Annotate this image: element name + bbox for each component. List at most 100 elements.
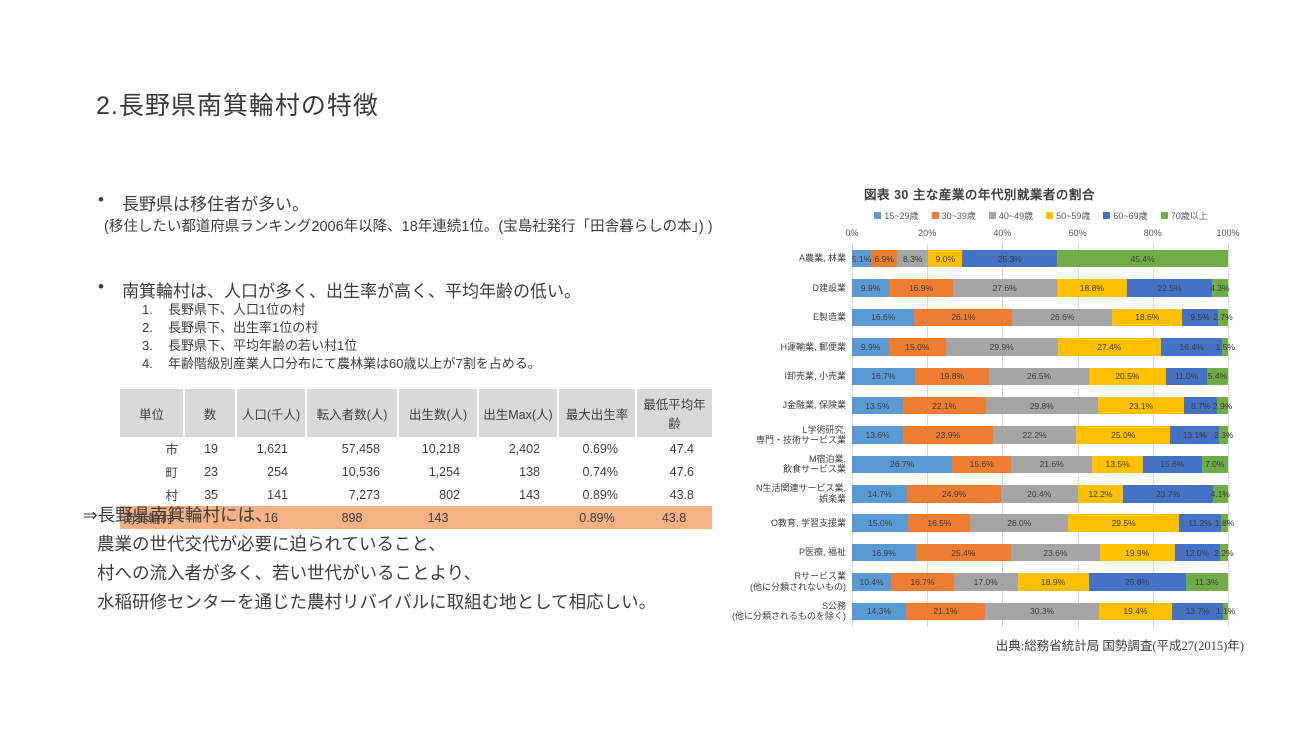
table-cell: 1,254: [428, 464, 460, 479]
chart-bar: 15.0% 16.5% 26.0% 29.5% 11.2% 1.8%: [852, 514, 1234, 532]
bar-value-label: 25.3%: [997, 253, 1022, 264]
bullet-nagano-note: (移住したい都道府県ランキング2006年以降、18年連続1位。(宝島社発行「田舎…: [104, 219, 713, 235]
bar-value-label: 23.9%: [935, 430, 961, 441]
x-tick-label: 100%: [1216, 228, 1240, 238]
legend-item: 70歳以上: [1160, 209, 1208, 222]
table-cell: 0.69%: [582, 441, 618, 456]
bar-segment: 27.6%: [952, 279, 1057, 297]
conclusion-lead: ⇒長野県南箕輪村には、: [83, 505, 273, 525]
bar-segment: 45.4%: [1057, 249, 1228, 268]
bullet-minamiminowa-text: 南箕輪村は、人口が多く、出生率が高く、平均年齢の低い。: [122, 282, 581, 301]
stats-table: 単位数人口(千人) 転入者数(人) 出生数(人) 出生Max(人) 最大出生率 最低平均年…: [120, 389, 712, 529]
bar-value-label: 29.8%: [1029, 400, 1054, 411]
legend-item: 30~39歳: [931, 209, 976, 222]
bar-segment: 18.6%: [1112, 308, 1183, 327]
bar-segment: 27.4%: [1057, 338, 1161, 356]
bar-segment: 4.1%: [1211, 485, 1230, 503]
bar-segment: 11.3%: [1185, 573, 1228, 591]
bar-segment: 1.1%: [1216, 602, 1235, 621]
chart-bar: 16.6% 26.1% 26.6% 18.6% 9.5% 2.7%: [852, 308, 1233, 327]
legend-label: 30~39歳: [941, 211, 976, 221]
page-title: 2.長野県南箕輪村の特徴: [96, 92, 379, 120]
ranking-item: 年齢階級別産業人口分布にて農林業は60歳以上が7割を占める。: [142, 355, 541, 373]
bar-segment: 26.7%: [852, 455, 953, 474]
chart-bar: 13.5% 22.1% 29.8% 23.1% 8.7% 2.9%: [852, 396, 1232, 415]
bar-segment: 8.7%: [1184, 396, 1218, 415]
table-cell: 10,536: [341, 464, 380, 479]
chart-category-label: J金融業, 保険業: [782, 400, 846, 411]
bar-value-label: 18.9%: [1041, 576, 1066, 587]
bar-segment: 12.0%: [1174, 543, 1220, 562]
bar-segment: 8.3%: [897, 249, 929, 268]
chart-row: M宿泊業, 飲食サービス業 26.7% 15.6% 21.6% 13.5% 15.6% 7.…: [732, 450, 1232, 479]
legend-swatch: [1103, 212, 1111, 219]
bar-value-label: 16.9%: [908, 283, 934, 294]
bar-segment: 9.9%: [852, 279, 890, 297]
bar-value-label: 23.6%: [1043, 547, 1068, 558]
bar-value-label: 18.6%: [1135, 312, 1160, 323]
bar-segment: 26.0%: [970, 514, 1069, 532]
bar-segment: 15.0%: [852, 514, 909, 532]
bar-value-label: 26.7%: [890, 459, 915, 470]
bar-segment: 21.1%: [905, 602, 986, 621]
legend-item: 50~59歳: [1046, 209, 1090, 222]
chart-row: A農業, 林業 5.1% 6.9% 8.3% 9.0% 25.3% 45.4%: [732, 244, 1232, 273]
chart-bar: 16.7% 19.8% 26.5% 20.5% 11.0% 5.4%: [852, 367, 1228, 385]
bar-segment: 16.9%: [852, 543, 916, 562]
bar-value-label: 21.6%: [1039, 459, 1064, 470]
bar-segment: 26.5%: [989, 367, 1089, 385]
conclusion-block: ⇒長野県南箕輪村には、 農業の世代交代が必要に迫られていること、 村への流入者が…: [83, 501, 656, 617]
bar-segment: 13.5%: [1092, 455, 1143, 474]
bar-segment: 15.6%: [1142, 455, 1202, 474]
bar-value-label: 25.0%: [1111, 430, 1136, 441]
legend-swatch: [931, 212, 939, 219]
bar-value-label: 16.5%: [927, 518, 952, 529]
chart-row: I卸売業, 小売業 16.7% 19.8% 26.5% 20.5% 11.0% 5.4%: [732, 362, 1232, 391]
bar-value-label: 9.9%: [860, 283, 881, 294]
chart-legend: 15~29歳 30~39歳 40~49歳 50~59歳 60~69歳 70歳以上: [852, 209, 1230, 222]
bar-value-label: 24.9%: [942, 488, 967, 499]
bar-segment: 2.2%: [1214, 543, 1234, 562]
table-cell: 19: [204, 441, 218, 456]
bar-segment: 19.9%: [1099, 543, 1175, 562]
bar-value-label: 30.3%: [1030, 606, 1055, 617]
bar-segment: 14.7%: [852, 485, 908, 503]
table-header-cell: 転入者数(人): [306, 389, 399, 437]
bar-value-label: 16.6%: [871, 312, 896, 323]
chart-category-label: S公務 (他に分類されるものを除く): [732, 600, 846, 622]
chart-row: O教育, 学習支援業 15.0% 16.5% 26.0% 29.5% 11.2% 1.8%: [732, 509, 1234, 538]
legend-label: 60~69歳: [1113, 211, 1148, 221]
bar-value-label: 26.1%: [951, 312, 976, 323]
bar-value-label: 13.6%: [865, 430, 890, 441]
chart-bar: 5.1% 6.9% 8.3% 9.0% 25.3% 45.4%: [852, 249, 1228, 268]
ranking-item: 長野県下、出生率1位の村: [142, 319, 319, 337]
table-cell: 16: [236, 506, 306, 529]
bar-segment: 16.7%: [891, 573, 954, 591]
x-tick-label: 0%: [845, 228, 859, 238]
gridline: [1228, 244, 1229, 627]
chart-category-label: Rサービス業 (他に分類されないもの): [750, 571, 846, 592]
table-cell: 141: [267, 487, 288, 502]
bar-value-label: 4.3%: [1210, 283, 1230, 294]
chart-category-label: A農業, 林業: [798, 253, 846, 264]
bar-segment: 25.8%: [1088, 573, 1186, 591]
bar-segment: 18.9%: [1017, 573, 1089, 591]
chart-category-label: H運輸業, 郵便業: [780, 341, 846, 352]
chart-row: N生活関連サービス業, 娯楽業 14.7% 24.9% 20.4% 12.2% 23.7%…: [732, 479, 1232, 508]
bar-value-label: 12.2%: [1088, 488, 1113, 499]
legend-label: 70歳以上: [1170, 211, 1208, 221]
bar-segment: 2.9%: [1213, 396, 1232, 415]
table-cell: [478, 506, 558, 529]
bar-value-label: 1.5%: [1215, 341, 1235, 352]
chart-category-label: P医療, 福祉: [798, 547, 846, 558]
chart-row: J金融業, 保険業 13.5% 22.1% 29.8% 23.1% 8.7% 2.9%: [732, 391, 1232, 420]
x-tick-label: 20%: [918, 228, 937, 238]
bar-value-label: 23.1%: [1129, 400, 1154, 411]
bar-segment: 29.5%: [1068, 514, 1180, 532]
table-header-cell: 単位: [120, 389, 185, 437]
bar-segment: 23.1%: [1097, 396, 1185, 415]
bar-segment: 22.1%: [902, 396, 986, 415]
bar-segment: 19.4%: [1099, 602, 1172, 621]
bar-value-label: 26.6%: [1050, 312, 1075, 323]
